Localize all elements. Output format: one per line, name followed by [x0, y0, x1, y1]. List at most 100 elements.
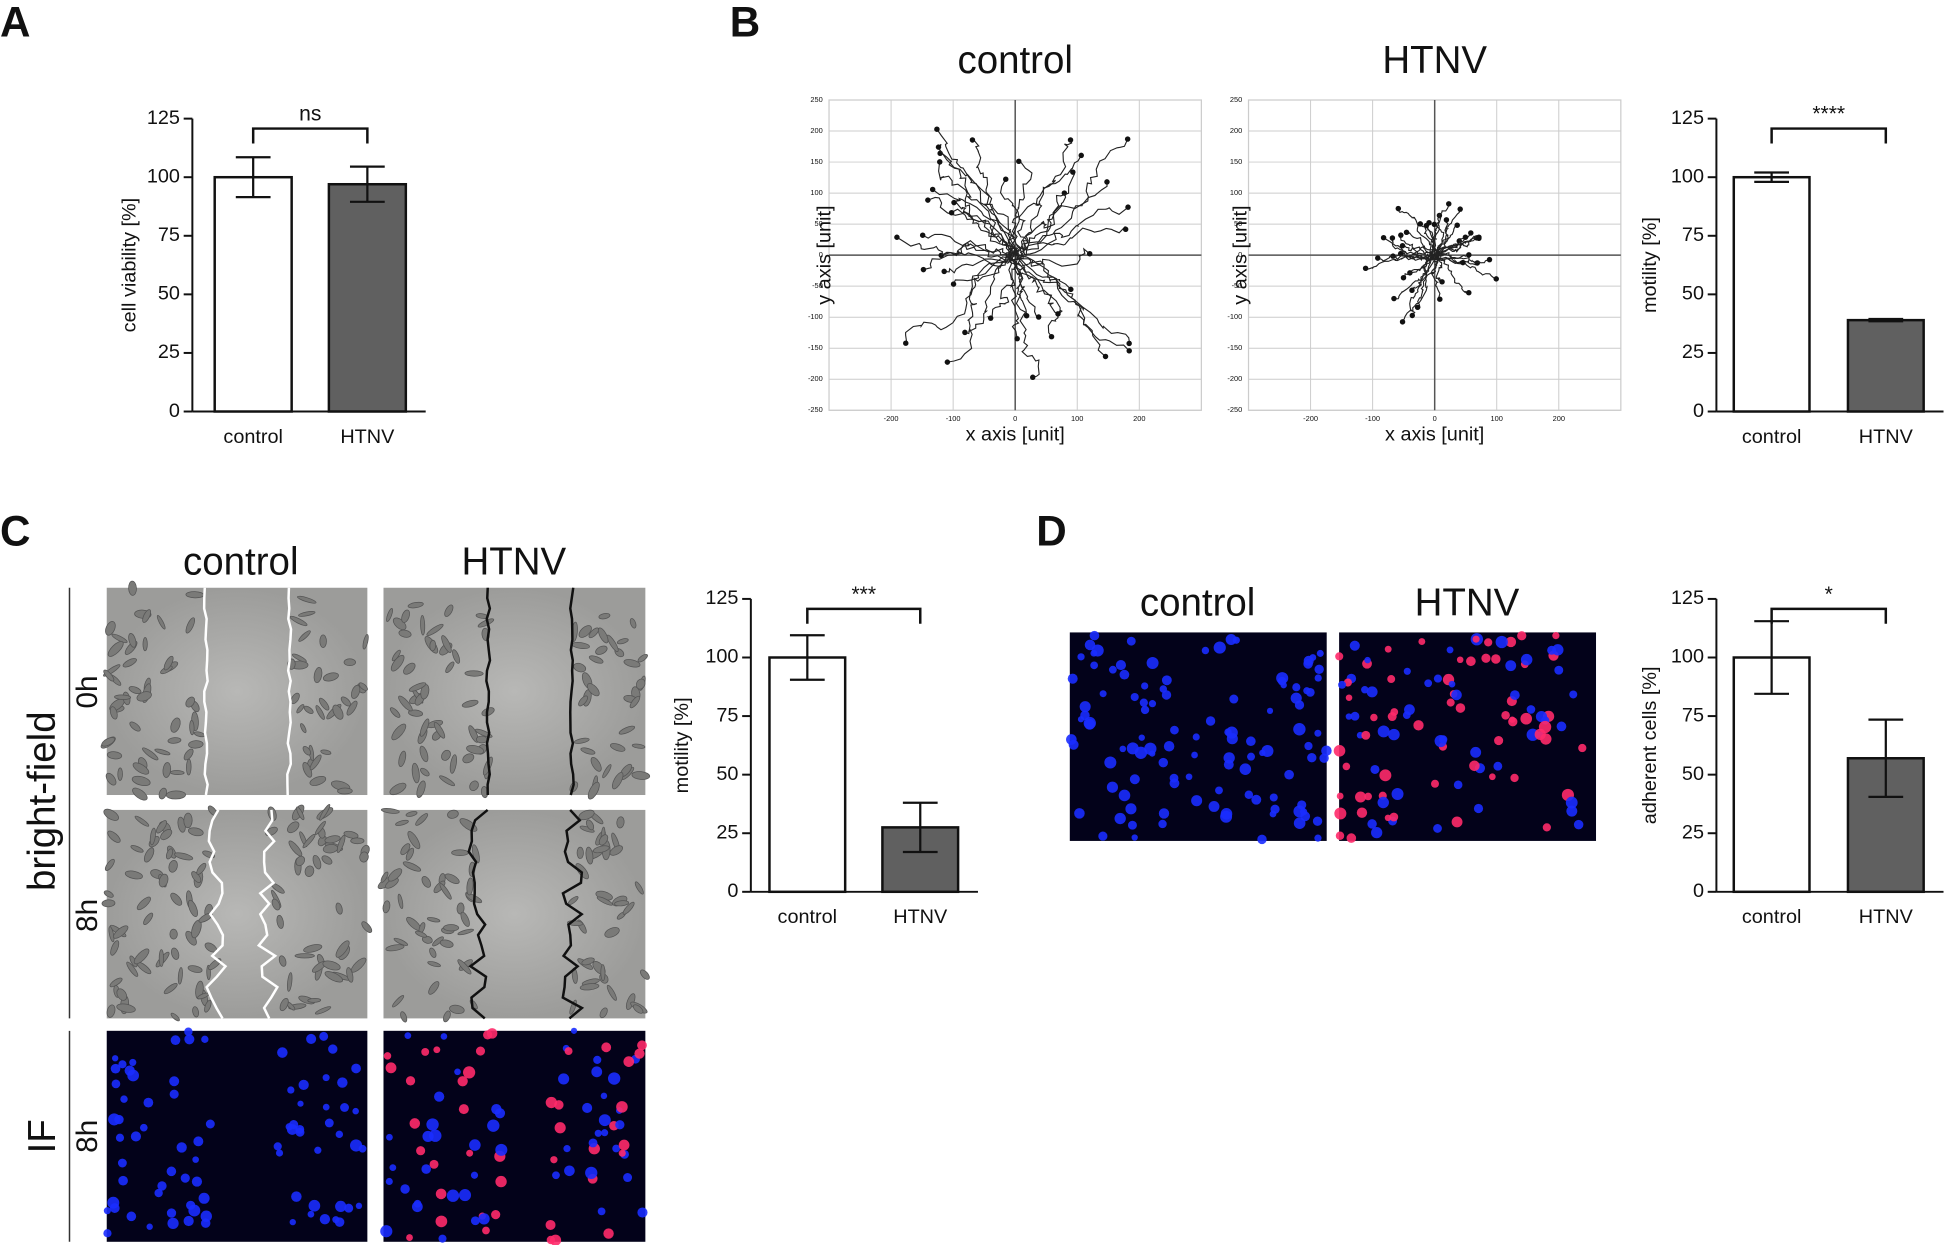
track-end	[951, 199, 957, 206]
cell	[606, 634, 619, 652]
nucleus	[486, 1028, 498, 1039]
nucleus	[494, 1108, 506, 1119]
nucleus	[1569, 690, 1578, 699]
nucleus	[1510, 690, 1520, 700]
track-end	[1126, 348, 1132, 354]
cell	[439, 883, 452, 900]
cell	[296, 704, 305, 714]
nucleus	[462, 1066, 476, 1079]
cell	[278, 955, 287, 967]
cell	[114, 694, 132, 700]
cell	[618, 725, 636, 735]
nucleus	[322, 1103, 330, 1111]
nucleus	[166, 1166, 177, 1177]
panel-label: B	[730, 0, 760, 46]
nucleus	[1489, 773, 1496, 781]
cell	[111, 633, 128, 644]
nucleus	[469, 1139, 481, 1151]
cell	[575, 863, 589, 880]
track	[1013, 171, 1076, 252]
nucleus	[585, 1166, 598, 1180]
y-axis-label: motility [%]	[1639, 217, 1661, 313]
nucleus	[1418, 638, 1426, 646]
nucleus	[1251, 794, 1262, 805]
nucleus	[1520, 712, 1533, 725]
cell	[398, 750, 407, 768]
cell	[629, 618, 637, 629]
cell	[185, 617, 196, 634]
cell	[444, 873, 460, 885]
track-end	[1446, 201, 1452, 207]
nucleus	[1371, 826, 1383, 839]
track-end	[1122, 226, 1129, 233]
nucleus	[1501, 711, 1510, 720]
cell	[307, 997, 322, 1003]
nucleus	[385, 1062, 397, 1074]
cell	[420, 767, 430, 777]
nucleus	[389, 1164, 397, 1172]
nucleus	[143, 1097, 154, 1108]
cell	[287, 821, 300, 834]
cell	[126, 961, 139, 977]
nucleus	[1509, 716, 1516, 723]
y-tick-label: 150	[1230, 157, 1242, 166]
nucleus	[1554, 665, 1564, 675]
cell	[286, 972, 293, 992]
y-tick-label: 0	[169, 400, 180, 422]
significance-label: ***	[851, 583, 876, 606]
cell	[610, 743, 626, 752]
track	[936, 128, 1018, 254]
cell	[389, 707, 401, 718]
wound-edge	[569, 587, 575, 796]
nucleus	[1451, 689, 1462, 701]
nucleus	[1148, 699, 1157, 708]
track-end	[1070, 169, 1076, 175]
cell	[158, 873, 169, 888]
nucleus	[1220, 808, 1233, 820]
y-tick-label: 125	[147, 107, 180, 129]
track-end	[1468, 230, 1474, 236]
significance-bracket	[806, 607, 922, 624]
cell	[324, 835, 341, 844]
nucleus	[1316, 649, 1324, 657]
cell	[585, 819, 595, 831]
nucleus	[404, 1032, 412, 1040]
nucleus	[1068, 739, 1079, 750]
cell	[170, 892, 183, 906]
cell	[598, 612, 611, 620]
y-tick-label: 125	[1671, 107, 1704, 129]
nucleus	[1239, 763, 1252, 775]
significance-label: *	[1825, 583, 1833, 606]
nucleus	[458, 1104, 469, 1115]
nucleus	[124, 1065, 135, 1076]
nucleus	[322, 1074, 330, 1082]
cell	[335, 940, 350, 958]
nucleus	[495, 1175, 507, 1188]
cell	[105, 772, 117, 786]
nucleus	[1312, 816, 1323, 826]
nucleus	[458, 1189, 472, 1202]
cell	[186, 758, 192, 776]
cell	[457, 959, 472, 975]
nucleus	[335, 1130, 344, 1139]
cell	[324, 971, 344, 983]
cell	[433, 721, 446, 739]
cell	[452, 649, 461, 664]
wound-edge	[286, 587, 293, 796]
cell	[573, 662, 587, 673]
nucleus	[1451, 816, 1463, 828]
cell	[136, 896, 151, 911]
nucleus	[1158, 757, 1168, 768]
nucleus	[400, 1184, 410, 1194]
cell	[177, 967, 183, 985]
cell	[466, 745, 485, 755]
cell	[469, 780, 479, 792]
track-end	[1443, 217, 1450, 223]
cell	[405, 811, 418, 817]
track	[1008, 259, 1020, 339]
track-end	[937, 159, 943, 165]
cell	[460, 911, 470, 927]
nucleus	[470, 1171, 479, 1179]
cell	[158, 949, 164, 967]
column-label: control	[1140, 581, 1255, 624]
